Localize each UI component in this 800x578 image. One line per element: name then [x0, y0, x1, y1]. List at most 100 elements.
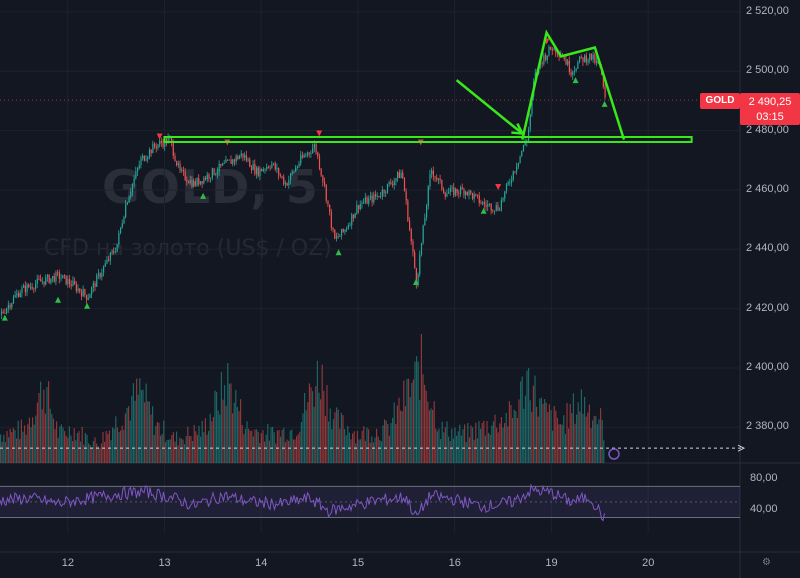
candle-body: [301, 155, 304, 158]
volume-bar: [571, 413, 573, 463]
candle-body: [575, 68, 577, 71]
candle-body: [284, 183, 287, 185]
volume-bar: [140, 390, 142, 463]
volume-bar: [504, 423, 506, 463]
candle-body: [371, 195, 373, 203]
candle-body: [186, 179, 188, 182]
candle-body: [308, 152, 310, 154]
time-tick-label: 16: [448, 557, 461, 569]
volume-bar: [404, 406, 406, 463]
price-tick-label: 2 500,00: [746, 64, 789, 77]
candle-body: [589, 53, 591, 60]
volume-bar: [232, 413, 234, 463]
candle-body: [1, 311, 3, 315]
volume-bar: [468, 437, 470, 463]
candle-body: [242, 153, 244, 158]
volume-bar: [345, 435, 347, 463]
volume-bar: [414, 361, 416, 463]
candle-body: [101, 272, 103, 278]
candle-body: [155, 146, 157, 148]
candle-body: [152, 143, 154, 154]
volume-bar: [270, 427, 272, 463]
candle-body: [356, 205, 358, 214]
volume-bar: [225, 405, 227, 463]
candle-body: [179, 163, 181, 171]
candle-body: [550, 46, 552, 50]
volume-bar: [214, 390, 216, 463]
candle-body: [354, 213, 356, 219]
candle-body: [41, 281, 43, 283]
candle-body: [11, 303, 13, 308]
gear-icon[interactable]: ⚙: [762, 557, 771, 568]
volume-bar: [371, 436, 373, 463]
candle-body: [252, 164, 254, 170]
candle-body: [505, 184, 508, 192]
volume-bar: [241, 425, 243, 463]
price-tick-label: 2 460,00: [746, 182, 789, 195]
volume-bar: [550, 410, 552, 463]
volume-bar: [334, 412, 336, 463]
candle-body: [82, 289, 84, 297]
candle-body: [21, 287, 23, 293]
candle-body: [437, 178, 440, 180]
candle-body: [191, 179, 193, 187]
volume-bar: [489, 434, 491, 463]
volume-bar: [67, 437, 69, 463]
volume-bar: [601, 419, 603, 463]
candle-body: [273, 163, 275, 165]
volume-bar: [464, 424, 466, 463]
volume-bar: [499, 423, 501, 463]
candle-body: [206, 174, 208, 180]
candle-body: [590, 53, 593, 60]
candle-body: [545, 55, 547, 61]
candle-body: [31, 286, 33, 289]
volume-bar: [555, 410, 557, 463]
volume-bar: [584, 396, 586, 463]
volume-bar: [576, 414, 578, 463]
buy-signal-icon: [412, 278, 419, 285]
volume-bar: [113, 428, 115, 463]
candle-body: [310, 153, 312, 154]
candle-body: [104, 263, 106, 267]
candle-body: [432, 170, 434, 177]
volume-bar: [596, 424, 598, 463]
volume-bar: [72, 441, 74, 463]
arrow-head-icon: [511, 122, 524, 135]
candle-body: [475, 194, 477, 196]
volume-bar: [382, 425, 384, 463]
volume-bar: [320, 399, 322, 463]
volume-bar: [204, 418, 206, 463]
volume-bar: [272, 426, 274, 463]
volume-bar: [12, 427, 14, 463]
candle-body: [392, 184, 394, 185]
volume-bar: [454, 427, 456, 463]
volume-bar: [521, 376, 523, 463]
volume-bar: [89, 445, 91, 463]
volume-bar: [43, 389, 45, 463]
volume-bar: [436, 431, 438, 463]
time-tick-label: 13: [158, 557, 171, 569]
volume-bar: [288, 440, 290, 463]
volume-bar: [440, 439, 442, 463]
volume-bar: [25, 434, 27, 463]
volume-bar: [6, 431, 8, 463]
candle-body: [135, 171, 137, 179]
volume-bar: [342, 415, 344, 463]
candle-body: [602, 74, 604, 87]
last-price: 2 490,25: [748, 96, 792, 108]
candle-body: [138, 165, 140, 169]
volume-bar: [168, 439, 170, 463]
volume-bar: [475, 422, 477, 463]
volume-bar: [299, 431, 301, 463]
volume-bar: [38, 393, 40, 463]
volume-bar: [22, 431, 24, 463]
candle-body: [483, 202, 485, 205]
volume-bar: [108, 430, 110, 463]
volume-bar: [435, 428, 437, 463]
volume-bar: [97, 445, 99, 463]
candle-body: [361, 203, 363, 205]
candle-body: [157, 144, 159, 148]
arrow-line: [455, 79, 524, 135]
candle-body: [584, 55, 586, 62]
